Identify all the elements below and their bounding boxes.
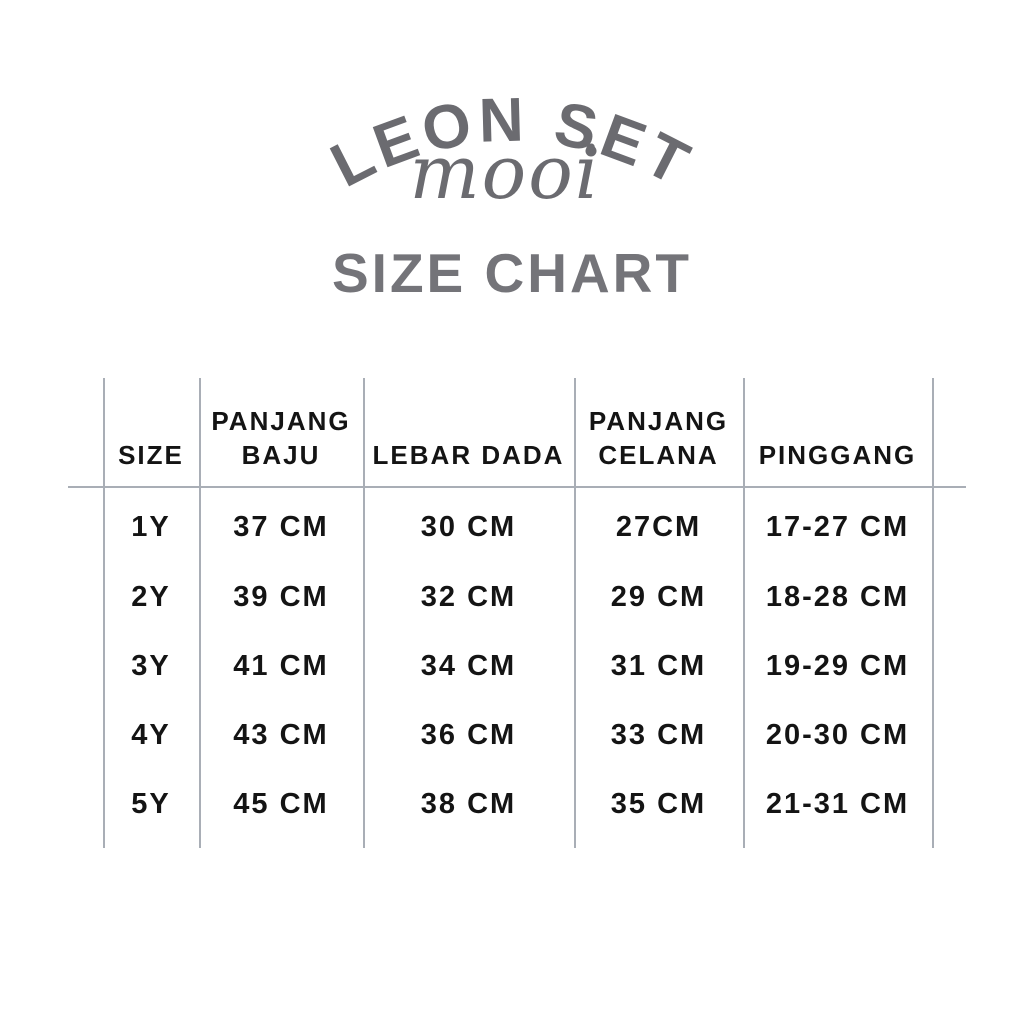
brand-script-text: mooi	[410, 130, 601, 216]
column-header-pinggang: PINGGANG	[758, 440, 917, 470]
table-cell: 41 CM	[233, 649, 329, 682]
brand-logo: LEON SET mooi	[320, 85, 698, 216]
page-title: SIZE CHART	[332, 242, 692, 304]
table-cell: 17-27 CM	[765, 510, 910, 543]
table-cell: 33 CM	[610, 718, 707, 751]
table-cell: 18-28 CM	[765, 580, 910, 613]
table-grid-vline	[574, 378, 576, 848]
column-header-panjang-baju: PANJANG BAJU	[211, 406, 351, 470]
table-cell: 32 CM	[420, 580, 517, 613]
table-cell: 37 CM	[233, 510, 329, 543]
size-label: 2Y	[131, 580, 171, 613]
table-cell: 30 CM	[420, 510, 517, 543]
table-cell: 34 CM	[420, 649, 517, 682]
table-cell: 35 CM	[610, 787, 707, 820]
table-cell: 31 CM	[610, 649, 707, 682]
table-cell: 27CM	[615, 510, 702, 543]
table-grid-vline	[363, 378, 365, 848]
table-grid-vline	[103, 378, 105, 848]
table-grid-vline	[199, 378, 201, 848]
table-cell: 21-31 CM	[765, 787, 910, 820]
table-grid-vline	[932, 378, 934, 848]
size-label: 4Y	[131, 718, 171, 751]
size-label: 5Y	[131, 787, 171, 820]
table-cell: 29 CM	[610, 580, 707, 613]
size-label: 3Y	[131, 649, 171, 682]
table-cell: 45 CM	[233, 787, 329, 820]
table-grid-vline	[743, 378, 745, 848]
logo-dot-icon	[585, 145, 597, 157]
column-header-lebar-dada: LEBAR DADA	[372, 440, 565, 470]
table-header-divider	[68, 486, 966, 488]
table-cell: 39 CM	[233, 580, 329, 613]
table-cell: 19-29 CM	[765, 649, 910, 682]
size-label: 1Y	[131, 510, 171, 543]
column-header-panjang-celana: PANJANG CELANA	[588, 406, 729, 470]
table-cell: 20-30 CM	[765, 718, 910, 751]
table-cell: 43 CM	[233, 718, 329, 751]
table-cell: 36 CM	[420, 718, 517, 751]
column-header-size: SIZE	[118, 440, 184, 470]
table-cell: 38 CM	[420, 787, 517, 820]
